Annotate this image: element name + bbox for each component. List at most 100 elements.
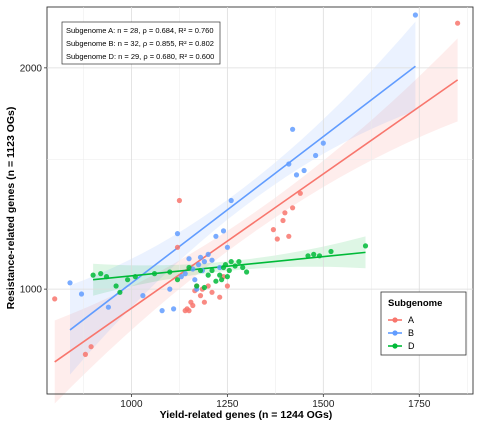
legend-label-d: D — [408, 341, 415, 351]
point-b — [286, 161, 292, 167]
point-b — [140, 293, 146, 299]
point-a — [297, 190, 303, 196]
point-d — [194, 283, 200, 289]
point-b — [182, 271, 188, 277]
point-b — [301, 167, 307, 174]
point-d — [228, 259, 234, 265]
point-b — [412, 12, 418, 18]
point-a — [52, 296, 58, 302]
point-a — [224, 283, 230, 289]
point-a — [197, 293, 204, 299]
point-d — [201, 284, 207, 291]
point-a — [201, 299, 207, 305]
point-a — [190, 302, 196, 309]
legend-title: Subgenome — [388, 298, 442, 309]
point-d — [240, 264, 246, 271]
point-d — [328, 248, 334, 255]
point-d — [113, 283, 119, 289]
point-d — [125, 277, 131, 283]
point-b — [320, 140, 326, 146]
point-b — [178, 274, 184, 280]
y-tick-label: 2000 — [20, 63, 43, 74]
x-tick-label: 1750 — [408, 399, 431, 410]
point-b — [67, 280, 73, 286]
point-d — [311, 251, 317, 257]
axes: 1000 1250 1500 1750 1000 2000 — [20, 63, 431, 410]
point-b — [220, 228, 227, 234]
point-b — [196, 262, 202, 268]
point-d — [103, 274, 110, 280]
stats-line-d: Subgenome D: n = 29, ρ = 0.680, R² = 0.6… — [66, 52, 214, 61]
point-d — [217, 272, 223, 278]
point-a — [282, 210, 288, 216]
legend-label-b: B — [408, 328, 414, 338]
point-b — [105, 304, 111, 310]
point-d — [98, 271, 104, 277]
point-b — [228, 197, 234, 204]
legend-key-point-d — [392, 343, 398, 349]
point-d — [117, 289, 123, 295]
plot-panel — [46, 6, 474, 395]
point-d — [90, 272, 96, 278]
x-tick-label: 1000 — [120, 399, 143, 410]
point-d — [213, 278, 219, 284]
point-d — [205, 272, 211, 278]
point-d — [226, 267, 232, 274]
point-a — [455, 20, 461, 26]
point-b — [205, 251, 211, 257]
point-d — [209, 267, 215, 274]
point-d — [362, 243, 369, 249]
point-b — [224, 244, 230, 250]
point-b — [201, 259, 207, 265]
y-axis-title: Resistance-related genes (n = 1123 OGs) — [5, 107, 17, 310]
point-a — [280, 217, 286, 224]
grid-lines — [47, 7, 473, 394]
point-a — [270, 227, 276, 233]
x-tick-label: 1250 — [216, 399, 239, 410]
point-d — [236, 259, 242, 265]
data-points — [52, 12, 461, 357]
point-a — [88, 344, 94, 350]
stats-line-b: Subgenome B: n = 32, ρ = 0.855, R² = 0.8… — [66, 39, 214, 48]
legend-key-point-a — [392, 317, 398, 323]
point-d — [305, 253, 311, 259]
point-d — [222, 262, 229, 268]
point-a — [274, 236, 280, 242]
point-b — [186, 256, 192, 262]
legend: Subgenome ABD — [380, 291, 467, 356]
point-d — [174, 277, 181, 283]
point-b — [213, 233, 219, 239]
point-b — [217, 264, 223, 271]
point-a — [82, 351, 88, 357]
point-d — [132, 274, 138, 280]
point-a — [176, 197, 182, 204]
fit-line-b — [69, 65, 416, 331]
fit-line-a — [54, 79, 459, 363]
legend-key-point-b — [392, 330, 398, 336]
point-b — [290, 126, 296, 132]
point-a — [217, 294, 223, 300]
stats-line-a: Subgenome A: n = 28, ρ = 0.684, R² = 0.7… — [66, 26, 214, 35]
point-d — [151, 271, 158, 277]
point-b — [167, 286, 173, 292]
point-d — [219, 277, 225, 283]
legend-label-a: A — [408, 315, 414, 325]
point-d — [224, 274, 230, 280]
point-b — [209, 257, 215, 263]
point-d — [244, 269, 250, 275]
point-b — [197, 254, 204, 260]
point-a — [290, 205, 296, 211]
point-b — [174, 231, 181, 237]
point-a — [209, 289, 215, 295]
x-axis-title: Yield-related genes (n = 1244 OGs) — [160, 409, 333, 421]
point-d — [186, 264, 192, 271]
point-b — [159, 308, 165, 314]
point-a — [286, 233, 292, 239]
point-d — [316, 253, 323, 259]
point-b — [313, 152, 319, 159]
y-tick-label: 1000 — [20, 285, 43, 296]
point-d — [232, 263, 238, 269]
point-b — [171, 306, 177, 312]
point-a — [174, 244, 181, 250]
